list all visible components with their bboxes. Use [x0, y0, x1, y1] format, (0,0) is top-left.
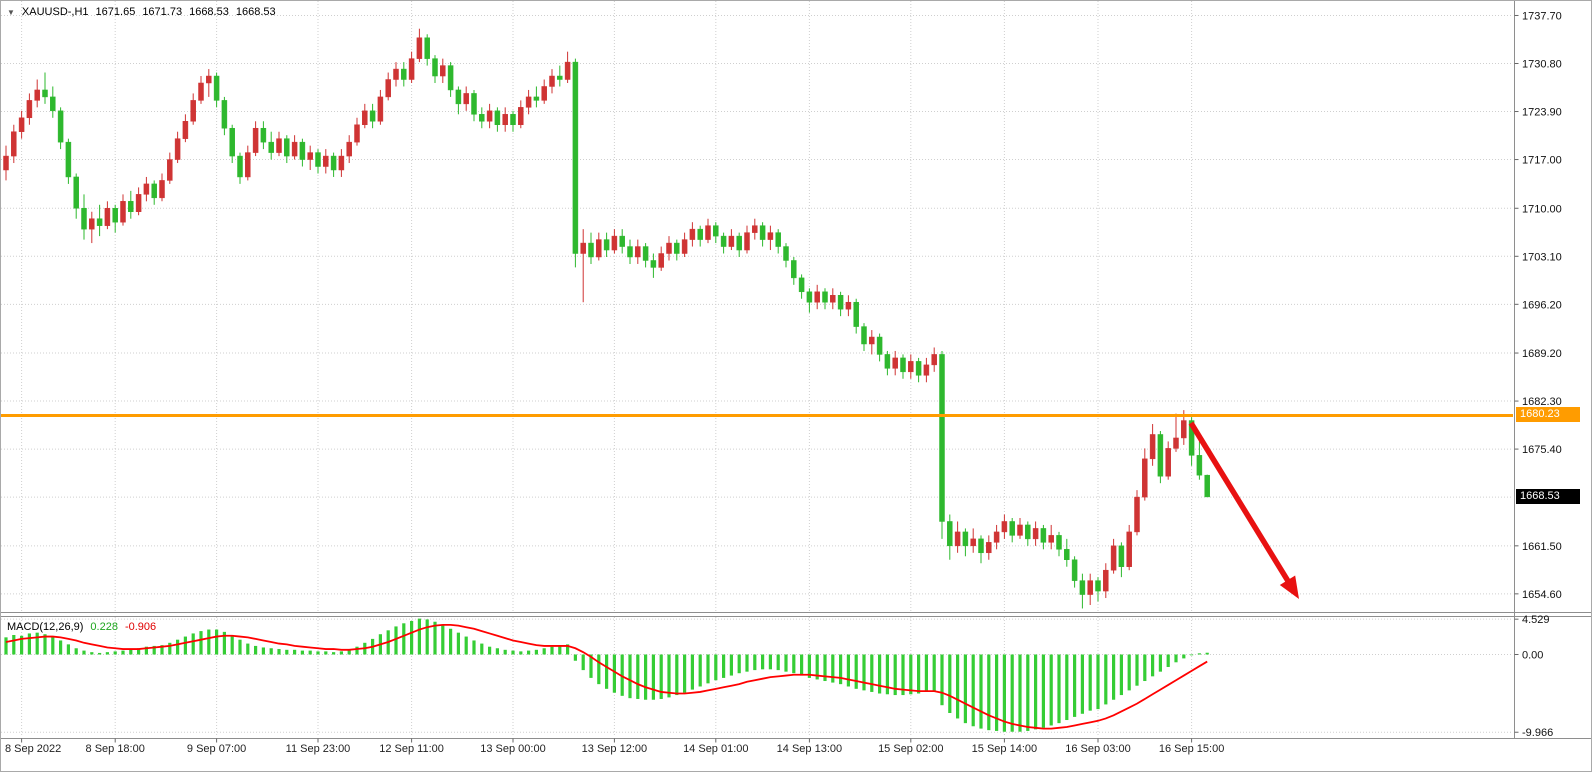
time-axis-label: 15 Sep 14:00: [972, 743, 1037, 755]
gridlines: [1, 1, 1513, 737]
time-axis-label: 14 Sep 01:00: [683, 743, 748, 755]
time-axis-label: 8 Sep 18:00: [86, 743, 145, 755]
price-axis-label: 1682.30: [1522, 396, 1562, 408]
price-axis-label: 1703.10: [1522, 251, 1562, 263]
macd-signal-line: [5, 623, 1208, 730]
price-axis-label: 1723.90: [1522, 107, 1562, 119]
price-axis-label: 1696.20: [1522, 299, 1562, 311]
price-axis-label: 1710.00: [1522, 203, 1562, 215]
current-price-tag: 1668.53: [1516, 488, 1580, 504]
price-axis-label: 1654.60: [1522, 589, 1562, 601]
time-axis-label: 16 Sep 03:00: [1065, 743, 1130, 755]
price-axis-label: 1730.80: [1522, 59, 1562, 71]
trend-arrow-object[interactable]: [1188, 421, 1299, 599]
chart-collapse-icon[interactable]: ▼: [7, 7, 15, 17]
time-axis-label: 16 Sep 15:00: [1159, 743, 1224, 755]
price-axis-label: 1689.20: [1522, 348, 1562, 360]
time-axis-label: 14 Sep 13:00: [777, 743, 842, 755]
time-axis-label: 13 Sep 12:00: [582, 743, 647, 755]
hline-price-tag: 1680.23: [1516, 407, 1580, 423]
price-axis-label: 1661.50: [1522, 541, 1562, 553]
time-axis-label: 12 Sep 11:00: [379, 743, 444, 755]
time-axis-label: 11 Sep 23:00: [286, 743, 351, 755]
time-axis-label: 13 Sep 00:00: [480, 743, 545, 755]
macd-axis-label: 0.00: [1522, 650, 1543, 662]
time-axis-label: 8 Sep 2022: [5, 743, 61, 755]
price-axis-label: 1675.40: [1522, 444, 1562, 456]
price-axis-label: 1717.00: [1522, 155, 1562, 167]
price-axis[interactable]: 1737.70 1730.80 1723.90 1717.00 1710.00 1703.…: [1514, 10, 1562, 739]
macd-axis-label: -9.966: [1522, 727, 1553, 739]
time-axis[interactable]: 8 Sep 2022 8 Sep 18:00 9 Sep 07:00 11 Sep 2…: [5, 738, 1224, 756]
time-axis-label: 15 Sep 02:00: [878, 743, 943, 755]
macd-axis-label: 4.529: [1522, 614, 1550, 626]
candlestick-series: [3, 28, 1210, 609]
macd-histogram: [4, 618, 1209, 732]
time-axis-label: 9 Sep 07:00: [187, 743, 246, 755]
price-axis-label: 1737.70: [1522, 10, 1562, 22]
